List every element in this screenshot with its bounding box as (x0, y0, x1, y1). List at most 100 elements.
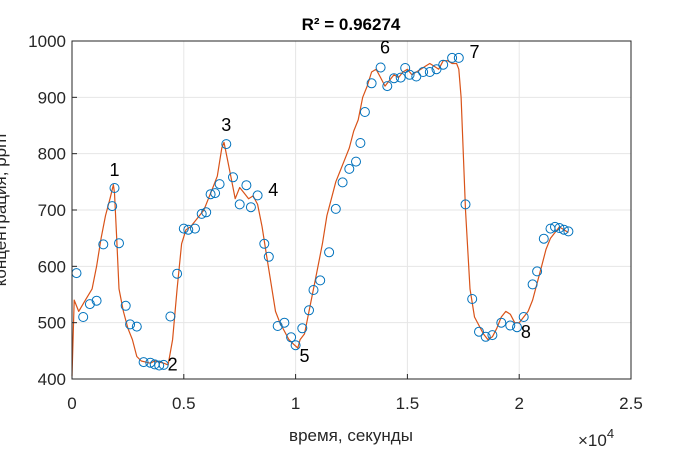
data-point-marker (404, 69, 415, 80)
annotation-label-8: 8 (521, 322, 531, 342)
y-tick-label: 500 (38, 314, 66, 333)
data-point-marker (505, 320, 516, 331)
annotation-label-3: 3 (221, 115, 231, 135)
data-point-marker (453, 52, 464, 63)
data-point-marker (201, 207, 212, 218)
data-point-marker (382, 81, 393, 92)
data-point-marker (366, 78, 377, 89)
data-point-marker (512, 322, 522, 333)
annotation-label-1: 1 (109, 160, 119, 180)
data-point-marker (109, 183, 120, 193)
x-tick-label: 0 (67, 394, 76, 413)
data-point-marker (359, 107, 370, 117)
data-point-marker (91, 295, 102, 306)
y-tick-label: 900 (38, 88, 66, 107)
data-point-marker (183, 224, 194, 235)
data-point-marker (563, 226, 574, 237)
data-point-marker (172, 268, 183, 279)
data-point-marker (554, 223, 565, 233)
data-point-marker (550, 221, 560, 232)
annotation-label-6: 6 (380, 37, 390, 57)
data-point-marker (474, 326, 484, 337)
data-point-marker (351, 156, 361, 167)
data-point-marker (196, 208, 207, 219)
x-axis-label: время, секунды (289, 426, 413, 445)
x-tick-label: 2 (514, 394, 523, 413)
data-point-marker (344, 163, 355, 174)
data-point-marker (190, 223, 200, 234)
x-tick-label: 1.5 (396, 394, 420, 413)
data-point-marker (487, 330, 498, 341)
data-point-marker (337, 177, 348, 188)
annotation-label-2: 2 (168, 355, 178, 375)
y-tick-label: 600 (38, 257, 66, 276)
data-point-marker (375, 62, 386, 73)
data-point-marker (84, 299, 95, 310)
data-point-marker (263, 251, 274, 262)
data-point-marker (98, 239, 109, 250)
data-point-marker (304, 305, 314, 316)
data-point-marker (165, 311, 176, 322)
y-tick-label: 700 (38, 201, 66, 220)
data-point-marker (259, 238, 270, 249)
annotation-label-7: 7 (469, 42, 479, 62)
data-point-marker (518, 312, 529, 322)
data-point-marker (279, 317, 290, 328)
data-point-marker (145, 357, 156, 368)
data-point-marker (527, 279, 538, 290)
data-point-marker (252, 190, 263, 201)
data-point-marker (120, 300, 131, 311)
data-point-marker (308, 285, 319, 295)
data-point-marker (158, 359, 169, 370)
data-point-marker (107, 201, 118, 212)
data-point-marker (389, 73, 399, 84)
data-point-marker (431, 64, 442, 75)
data-point-marker (241, 180, 252, 191)
chart-title: R² = 0.96274 (302, 15, 401, 34)
x-exponent-base: ×10 (578, 431, 607, 450)
annotation-label-5: 5 (299, 346, 309, 366)
data-point-marker (467, 294, 478, 304)
data-point-marker (154, 360, 165, 371)
data-point-marker (210, 188, 221, 199)
data-point-marker (460, 199, 471, 210)
data-point-marker (234, 199, 245, 210)
series-line-measured (71, 60, 569, 377)
data-point-marker (411, 71, 422, 82)
x-tick-label: 2.5 (619, 394, 643, 413)
data-point-marker (178, 223, 189, 234)
data-point-marker (418, 67, 429, 77)
data-point-marker (138, 357, 149, 368)
data-point-marker (315, 275, 326, 286)
data-point-marker (395, 72, 406, 83)
data-point-marker (496, 317, 507, 328)
data-point-marker (558, 224, 569, 235)
x-exponent-power: 4 (607, 426, 614, 441)
data-point-marker (78, 312, 89, 322)
data-point-marker (538, 233, 549, 244)
data-point-marker (290, 340, 301, 351)
point-annotations: 1 2 3 4 5 6 7 8 (109, 37, 530, 374)
axis-ticks: 0 0.5 1 1.5 2 2.5 400 500 600 700 800 900 1000 (28, 32, 643, 413)
data-point-marker (125, 319, 136, 330)
data-point-marker (447, 52, 458, 63)
data-point-marker (480, 331, 491, 342)
data-point-marker (424, 67, 435, 77)
data-point-marker (214, 179, 225, 190)
data-point-marker (245, 202, 256, 213)
data-point-marker (324, 247, 335, 258)
data-point-marker (272, 321, 283, 331)
data-point-marker (330, 203, 341, 214)
data-point-marker (297, 323, 308, 334)
y-axis-label: концентрация, ppm (0, 134, 10, 287)
data-point-marker (205, 189, 216, 200)
data-point-marker (114, 238, 124, 249)
y-tick-label: 1000 (28, 32, 66, 51)
data-point-marker (355, 138, 366, 148)
data-point-marker (438, 59, 449, 70)
data-point-marker (221, 139, 232, 150)
plot-area (71, 52, 574, 377)
data-point-marker (532, 266, 543, 277)
x-axis-exponent: ×104 (578, 426, 614, 450)
